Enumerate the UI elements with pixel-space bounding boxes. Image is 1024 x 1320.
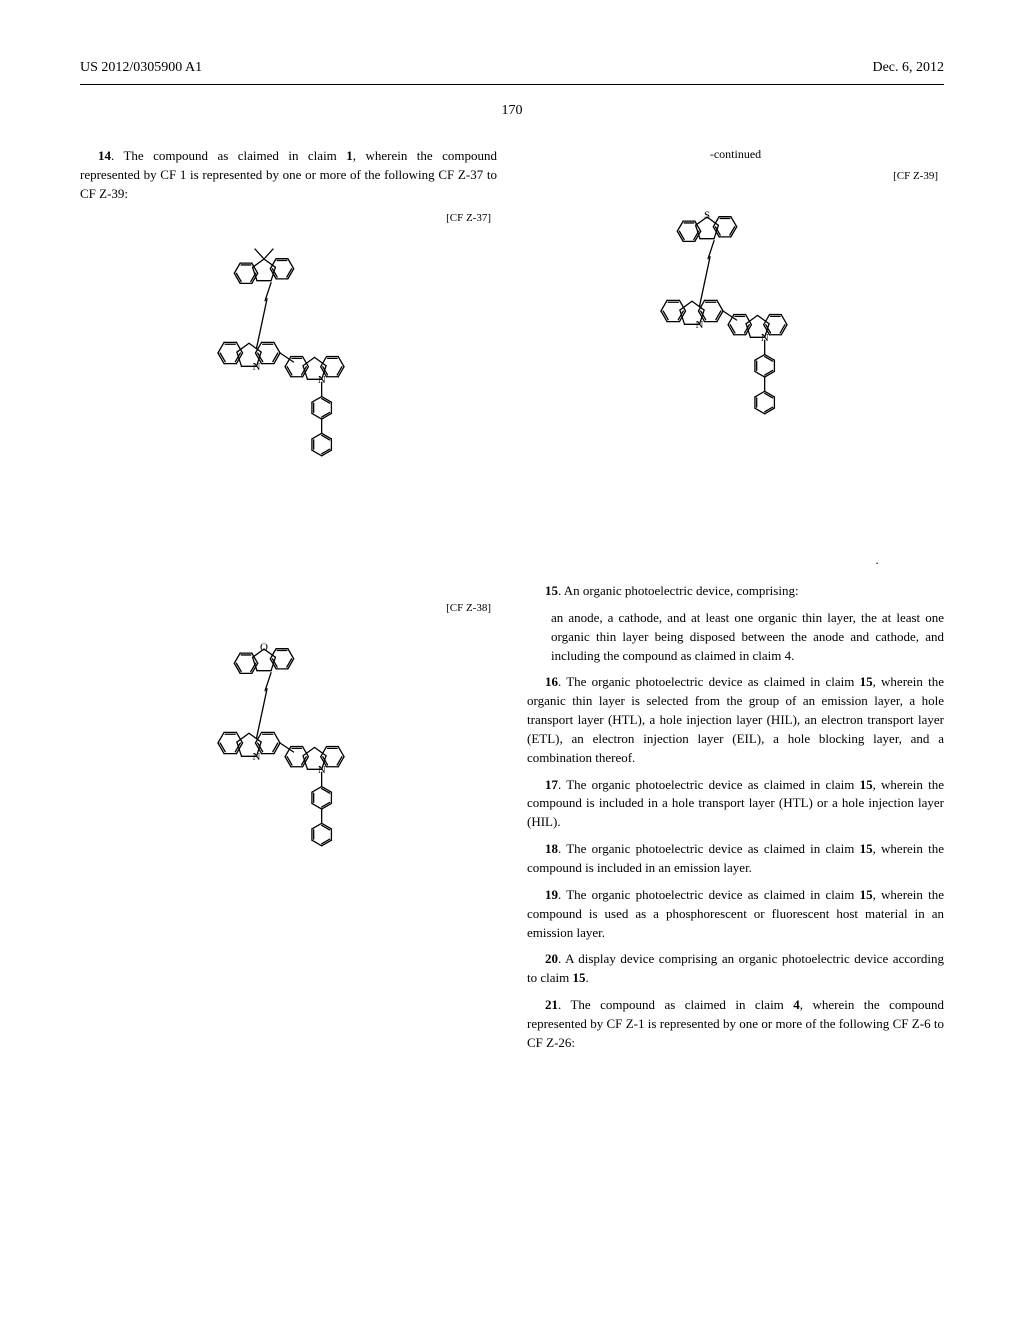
publication-date: Dec. 6, 2012 [872,60,944,76]
claim-text: . The compound as claimed in claim [111,148,346,163]
claim-ref: 15 [860,887,873,902]
claim-number: 15 [545,583,558,598]
right-column: -continued [CF Z-39] SNN . 15. An organi… [527,147,944,1061]
chemical-structure-cfz38: ONN [80,616,497,980]
claim-number: 18 [545,841,558,856]
claim-ref: 15 [860,777,873,792]
svg-text:N: N [696,319,704,331]
claim-text: . [586,970,589,985]
claim-number: 17 [545,777,558,792]
claim-14: 14. The compound as claimed in claim 1, … [80,147,497,204]
claim-ref: 15 [573,970,586,985]
left-column: 14. The compound as claimed in claim 1, … [80,147,497,1061]
chemical-structure-cfz37: NN [80,226,497,590]
claim-text: an anode, a cathode, and at least one or… [551,610,944,663]
formula-label-cfz37: [CF Z-37] [80,212,497,224]
publication-number: US 2012/0305900 A1 [80,60,202,76]
claim-18: 18. The organic photoelectric device as … [527,840,944,878]
claim-17: 17. The organic photoelectric device as … [527,776,944,833]
claim-text: . The organic photoelectric device as cl… [558,841,860,856]
claim-number: 19 [545,887,558,902]
claim-21: 21. The compound as claimed in claim 4, … [527,996,944,1053]
claim-19: 19. The organic photoelectric device as … [527,886,944,943]
claim-15-body: an anode, a cathode, and at least one or… [527,609,944,666]
claim-ref: 15 [860,841,873,856]
claim-text: . The compound as claimed in claim [558,997,793,1012]
claim-16: 16. The organic photoelectric device as … [527,673,944,767]
claim-20: 20. A display device comprising an organ… [527,950,944,988]
svg-text:O: O [260,641,268,653]
two-column-layout: 14. The compound as claimed in claim 1, … [80,147,944,1061]
claim-15-lead: 15. An organic photoelectric device, com… [527,582,944,601]
structure-period: . [876,552,879,567]
claim-ref: 15 [860,674,873,689]
svg-text:N: N [252,750,260,762]
claim-number: 20 [545,951,558,966]
page-number: 170 [80,103,944,119]
claim-text: . An organic photoelectric device, compr… [558,583,799,598]
claim-number: 21 [545,997,558,1012]
claim-number: 16 [545,674,558,689]
claim-text: . [791,648,794,663]
svg-text:N: N [252,360,260,372]
header-divider [80,84,944,85]
claim-text: . A display device comprising an organic… [527,951,944,985]
claim-text: . The organic photoelectric device as cl… [558,674,860,689]
claim-number: 14 [98,148,111,163]
continued-label: -continued [527,147,944,162]
claim-text: . The organic photoelectric device as cl… [558,887,860,902]
page-header: US 2012/0305900 A1 Dec. 6, 2012 [80,60,944,76]
formula-label-cfz38: [CF Z-38] [80,602,497,614]
chemical-structure-cfz39: SNN . [527,184,944,568]
formula-label-cfz39: [CF Z-39] [527,170,944,182]
claim-text: . The organic photoelectric device as cl… [558,777,860,792]
svg-text:S: S [704,210,710,222]
